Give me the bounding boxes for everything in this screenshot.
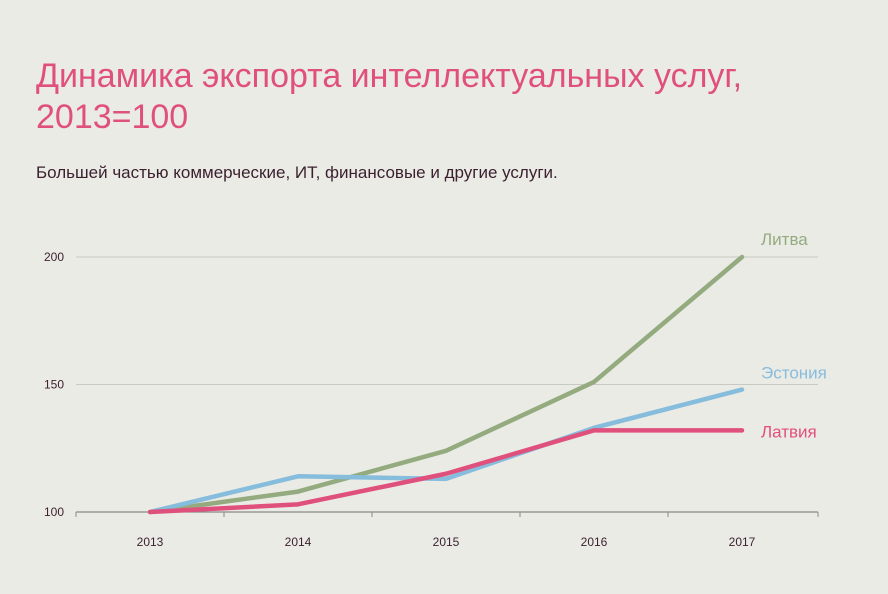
series-line — [147, 428, 745, 515]
chart-title: Динамика экспорта интеллектуальных услуг… — [36, 57, 743, 136]
gridlines — [76, 256, 818, 513]
x-tick-label: 2015 — [433, 535, 460, 549]
series-line — [147, 254, 745, 515]
series-label: Латвия — [761, 422, 817, 441]
x-tick-label: 2013 — [137, 535, 164, 549]
y-tick-label: 150 — [44, 378, 64, 392]
chart-subtitle: Большей частью коммерческие, ИТ, финансо… — [36, 163, 558, 182]
x-tick-label: 2017 — [729, 535, 756, 549]
series-label: Литва — [761, 230, 808, 249]
x-tick-label: 2014 — [285, 535, 312, 549]
series-labels: Литва Эстония Латвия — [761, 230, 827, 441]
y-tick-label: 100 — [44, 505, 64, 519]
y-tick-label: 200 — [44, 250, 64, 264]
y-tick-labels: 100 150 200 — [44, 250, 64, 519]
series-line — [147, 387, 745, 515]
x-axis — [75, 512, 819, 517]
series-lines — [147, 254, 745, 515]
x-tick-labels: 2013 2014 2015 2016 2017 — [137, 535, 756, 549]
x-tick-label: 2016 — [581, 535, 608, 549]
series-label: Эстония — [761, 364, 827, 383]
